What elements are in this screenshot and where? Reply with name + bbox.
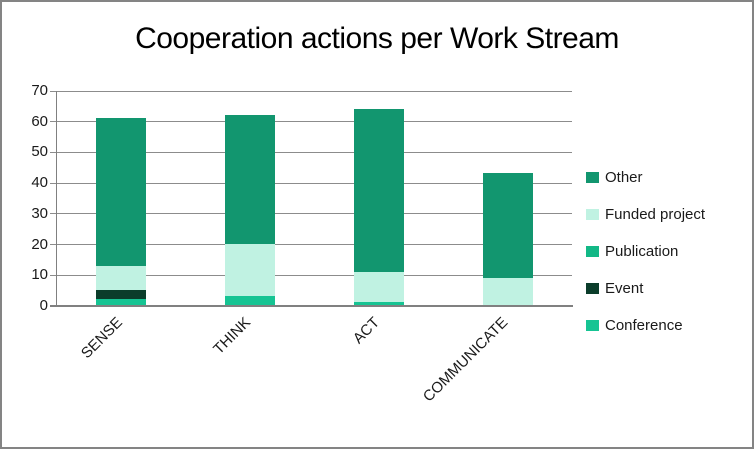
legend-swatch	[586, 282, 599, 294]
legend-item-event: Event	[586, 279, 644, 297]
bar-segment-sense-funded-project	[96, 265, 147, 291]
bar-segment-think-conference	[225, 296, 276, 306]
gridline-70	[57, 90, 572, 92]
bar-segment-communicate-funded-project	[482, 277, 533, 306]
x-axis-label: COMMUNICATE	[420, 314, 512, 406]
legend-swatch	[586, 319, 599, 331]
bar-segment-sense-conference	[96, 299, 147, 306]
x-axis-label: SENSE	[77, 314, 126, 362]
bar-segment-think-funded-project	[225, 244, 276, 297]
gridline-30	[57, 213, 572, 215]
y-axis-tick-label: 60	[31, 112, 48, 130]
x-axis-label: THINK	[210, 314, 255, 358]
bar-segment-act-other	[353, 108, 404, 272]
legend-label: Funded project	[605, 205, 706, 223]
legend-swatch	[586, 208, 599, 220]
y-axis-line	[56, 91, 57, 306]
y-axis-tick-label: 40	[31, 174, 48, 192]
legend-label: Conference	[605, 316, 683, 334]
bar-segment-communicate-other	[482, 173, 533, 278]
gridline-10	[57, 274, 572, 276]
y-axis-tick-label: 50	[31, 143, 48, 161]
y-axis-tick-label: 0	[39, 297, 48, 314]
y-axis-tick-label: 30	[31, 204, 48, 222]
bar-segment-act-conference	[353, 302, 404, 306]
legend-label: Other	[605, 168, 643, 186]
y-axis-tick-40	[50, 182, 57, 184]
y-axis-tick-60	[50, 121, 57, 123]
legend-item-funded-project: Funded project	[586, 205, 706, 223]
bar-segment-think-other	[225, 115, 276, 245]
x-axis-label: ACT	[349, 314, 383, 348]
gridline-40	[57, 182, 572, 184]
bar-segment-act-funded-project	[353, 271, 404, 303]
legend-label: Event	[605, 279, 644, 297]
y-axis-tick-20	[50, 244, 57, 246]
y-axis-tick-label: 20	[31, 235, 48, 253]
gridline-50	[57, 151, 572, 153]
bar-segment-sense-event	[96, 290, 147, 300]
legend-item-conference: Conference	[586, 316, 683, 334]
bar-segment-sense-other	[96, 118, 147, 266]
legend-item-publication: Publication	[586, 242, 679, 260]
y-axis-tick-label: 70	[31, 82, 48, 99]
y-axis-tick-30	[50, 213, 57, 215]
y-axis-tick-50	[50, 151, 57, 153]
y-axis-tick-10	[50, 274, 57, 276]
x-axis-line	[50, 305, 573, 307]
legend-item-other: Other	[586, 168, 643, 186]
gridline-20	[57, 244, 572, 246]
legend-swatch	[586, 171, 599, 183]
y-axis-tick-70	[50, 90, 57, 92]
legend-label: Publication	[605, 242, 679, 260]
chart-title: Cooperation actions per Work Stream	[135, 22, 619, 55]
gridline-60	[57, 121, 572, 123]
legend-swatch	[586, 245, 599, 257]
y-axis-tick-label: 10	[31, 266, 48, 284]
